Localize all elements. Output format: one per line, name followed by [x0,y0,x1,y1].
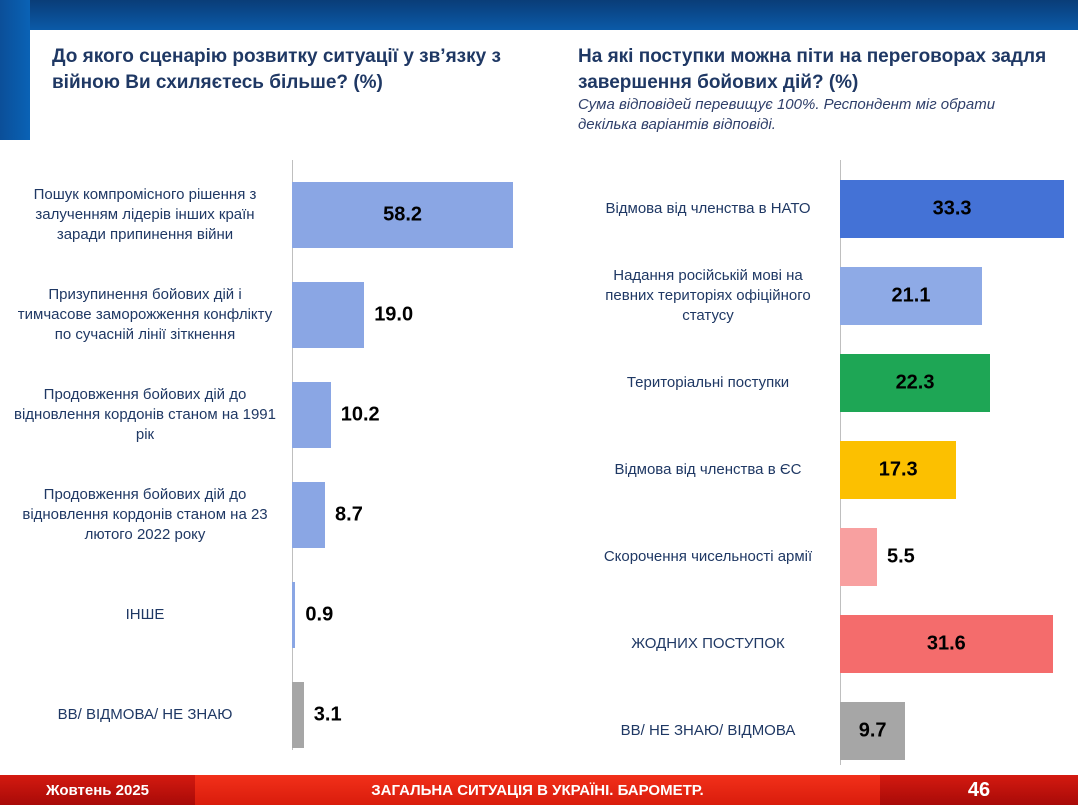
left-axis [292,160,293,750]
value-label: 19.0 [374,303,414,326]
category-label: Продовження бойових дій до відновлення к… [22,486,268,543]
bar [292,282,365,348]
header-side-band [0,0,30,140]
category-label: Призупинення бойових дій і тимчасове зам… [17,286,273,343]
footer-title: ЗАГАЛЬНА СИТУАЦІЯ В УКРАЇНІ. БАРОМЕТР. [195,775,880,805]
footer: Жовтень 2025 ЗАГАЛЬНА СИТУАЦІЯ В УКРАЇНІ… [0,775,1078,805]
value-label: 17.3 [878,458,918,481]
category-label: Відмова від членства в ЄС [614,461,802,478]
category-label: Скорочення чисельності армії [603,548,813,565]
value-label: 58.2 [383,203,423,226]
bar [292,582,296,648]
category-label: ВВ/ ВІДМОВА/ НЕ ЗНАЮ [57,706,233,723]
category-label: Надання російській мові на певних терито… [605,267,811,324]
value-label: 31.6 [926,632,966,655]
value-label: 33.3 [932,197,972,220]
value-label: 8.7 [335,503,363,526]
category-label: Відмова від членства в НАТО [605,200,811,217]
bar [292,182,514,248]
category-label: Пошук компромісного рішення з залученням… [33,186,257,243]
category-label: ІНШЕ [125,606,165,623]
category-label: Продовження бойових дій до відновлення к… [14,386,276,443]
bar [840,354,991,412]
bar [292,482,326,548]
value-label: 3.1 [313,703,342,726]
value-label: 5.5 [887,545,915,568]
left-chart-title: До якого сценарію розвитку ситуації у зв… [52,46,501,93]
value-label: 9.7 [858,719,887,742]
footer-date: Жовтень 2025 [0,775,195,805]
value-label: 21.1 [891,284,931,307]
header-band [0,0,1078,30]
bar [292,382,331,448]
category-label: Територіальні поступки [626,374,790,391]
right-chart-note: Сума відповідей перевищує 100%. Респонде… [578,96,996,133]
right-chart-title: На які поступки можна піти на переговора… [578,46,1047,93]
bar [840,528,877,586]
category-label: ЖОДНИХ ПОСТУПОК [631,635,785,652]
bar [840,267,982,325]
value-label: 0.9 [305,603,334,626]
value-label: 10.2 [340,403,380,426]
bar [840,615,1053,673]
category-label: ВВ/ НЕ ЗНАЮ/ ВІДМОВА [620,722,796,739]
bar [840,702,906,760]
bar [840,180,1065,238]
value-label: 22.3 [895,371,935,394]
page-number: 46 [880,775,1078,805]
bar [840,441,957,499]
bar [292,682,304,748]
